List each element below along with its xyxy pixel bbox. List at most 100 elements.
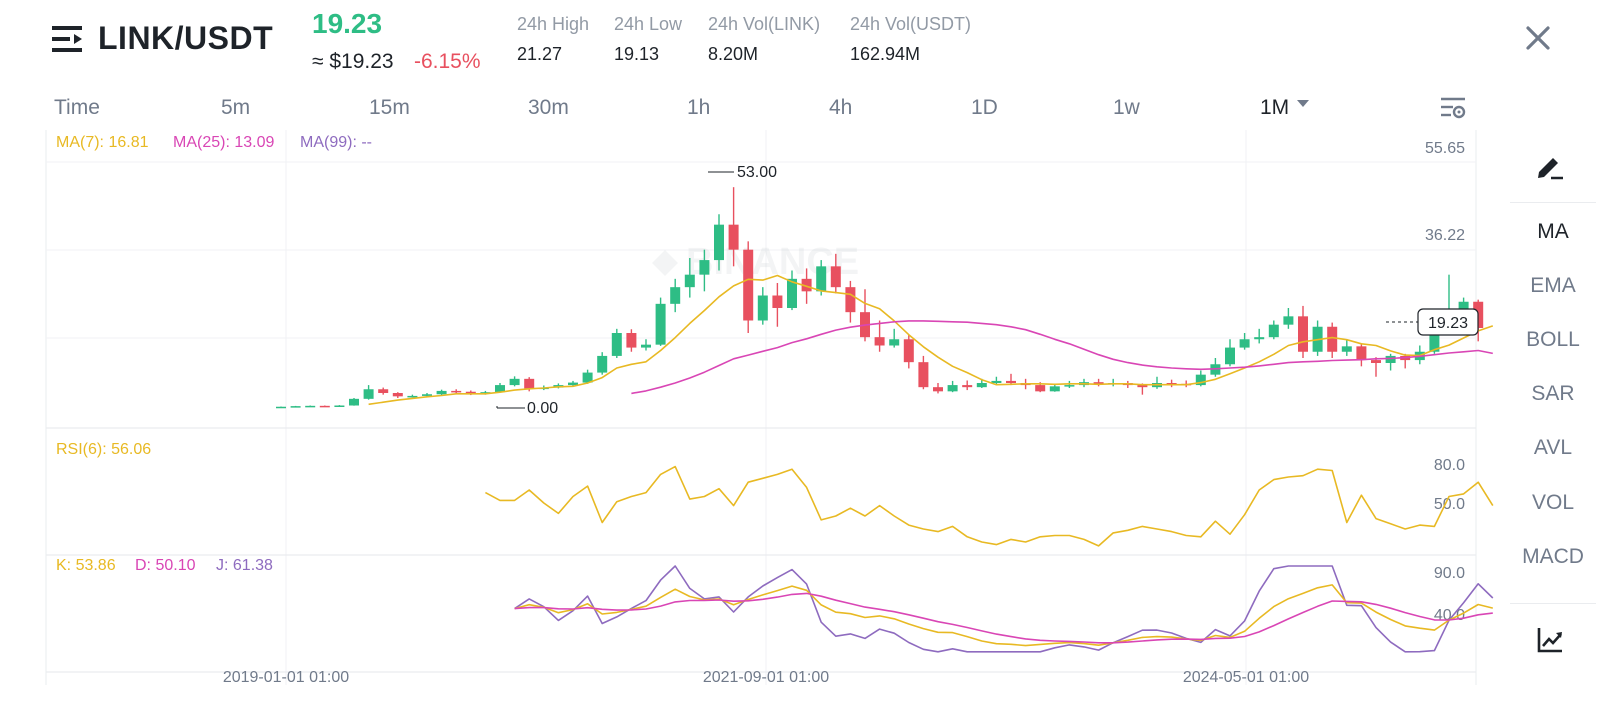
binance-watermark: BINANCE (652, 241, 859, 283)
candle (392, 392, 403, 398)
candle (962, 380, 973, 391)
candle-body (1195, 374, 1206, 386)
candle (1108, 378, 1119, 387)
candle (1400, 353, 1411, 369)
close-icon[interactable] (1524, 24, 1552, 52)
candlestick-chart[interactable]: BINANCE 55.65 36.22 19.23 53.00 0.00 MA(… (0, 130, 1500, 720)
candle-body (1385, 355, 1396, 363)
tab-1d[interactable]: 1D (971, 96, 998, 119)
indicator-macd[interactable]: MACD (1522, 545, 1584, 568)
candle (436, 389, 447, 396)
candle-body (714, 224, 724, 261)
candle (582, 369, 593, 384)
candle-body (933, 387, 943, 392)
kdj-d-legend: D: 50.10 (135, 557, 196, 574)
candle (1166, 379, 1177, 388)
x-axis-label-2019: 2019-01-01 01:00 (223, 669, 349, 686)
candle (334, 405, 345, 407)
tab-1m[interactable]: 1M (1260, 96, 1310, 120)
candle (509, 376, 520, 387)
candle (684, 258, 695, 298)
candle (787, 270, 797, 311)
x-axis-label-2021: 2021-09-01 01:00 (703, 669, 829, 686)
candle-body (1049, 386, 1060, 392)
candle-body (889, 339, 900, 346)
candle-body (1356, 346, 1367, 361)
candle (276, 406, 286, 409)
candle (772, 283, 783, 327)
price-change-percent: -6.15% (414, 50, 481, 73)
indicator-ema[interactable]: EMA (1530, 274, 1576, 297)
candle-body (407, 395, 418, 398)
kdj-k-legend: K: 53.86 (56, 557, 116, 574)
candle-body (1371, 360, 1381, 363)
tab-5m[interactable]: 5m (221, 96, 251, 119)
candle-body (772, 295, 783, 308)
candle-body (582, 372, 593, 383)
caret-down-icon (1297, 99, 1310, 107)
stat-value: 162.94M (850, 44, 921, 64)
indicator-boll[interactable]: BOLL (1526, 328, 1580, 351)
candle-body (378, 389, 389, 393)
candle-body (509, 378, 520, 386)
pair-title[interactable]: LINK/USDT (98, 20, 274, 56)
candle (319, 405, 330, 408)
candle-body (1327, 326, 1338, 352)
candle (655, 297, 666, 346)
candle (728, 187, 739, 267)
current-price-marker: 19.23 (1386, 308, 1479, 336)
rsi-axis-label-50: 50.0 (1434, 496, 1465, 513)
kdj-lines-layer (514, 565, 1494, 653)
candle-body (1137, 385, 1148, 388)
candle (1254, 328, 1265, 344)
stat-24h-vol-link: 24h Vol(LINK) 8.20M (708, 14, 820, 65)
kdj-k-line (514, 584, 1493, 647)
candle-body (1268, 324, 1279, 338)
tab-1w[interactable]: 1w (1113, 96, 1140, 119)
indicator-vol[interactable]: VOL (1531, 491, 1575, 514)
candles-layer (276, 187, 1484, 409)
candle (918, 355, 929, 390)
tab-30m[interactable]: 30m (528, 96, 569, 119)
candle-body (1341, 346, 1352, 352)
tab-1h[interactable]: 1h (687, 96, 711, 119)
candle (816, 260, 827, 296)
indicator-chart-icon[interactable] (1536, 626, 1564, 654)
candle (1341, 339, 1352, 356)
candle (363, 385, 374, 400)
candle (1312, 320, 1323, 356)
chart-settings-icon[interactable] (1440, 96, 1466, 122)
approx-usd-price: ≈ $19.23 (312, 50, 394, 73)
candle-body (743, 249, 754, 321)
stat-24h-vol-usdt: 24h Vol(USDT) 162.94M (850, 14, 971, 65)
candle-body (1254, 337, 1265, 340)
candle (830, 253, 841, 294)
indicator-avl[interactable]: AVL (1533, 436, 1573, 459)
draw-tools-icon[interactable] (1535, 152, 1565, 180)
candle-body (1225, 347, 1235, 365)
candle (597, 352, 608, 375)
candle-body (830, 266, 841, 288)
tab-15m[interactable]: 15m (369, 96, 410, 119)
candle (1210, 358, 1221, 377)
candle-body (436, 390, 447, 395)
candle (1049, 383, 1060, 392)
tab-time[interactable]: Time (54, 96, 100, 119)
indicator-sar[interactable]: SAR (1531, 382, 1575, 405)
candle (860, 289, 870, 342)
candle (670, 278, 681, 313)
candle-body (976, 383, 987, 388)
candle-body (319, 405, 330, 408)
price-axis-label-mid: 36.22 (1425, 227, 1465, 244)
rsi-axis-label-80: 80.0 (1434, 457, 1465, 474)
ma25-legend: MA(25): 13.09 (173, 134, 274, 151)
candle (1152, 376, 1162, 389)
indicator-ma[interactable]: MA (1537, 220, 1569, 243)
ma-lines-layer (368, 274, 1494, 406)
stat-value: 8.20M (708, 44, 759, 64)
tab-4h[interactable]: 4h (829, 96, 853, 119)
candle (349, 398, 359, 406)
candle (714, 214, 724, 271)
candle-body (816, 266, 827, 292)
menu-icon[interactable] (52, 24, 82, 54)
